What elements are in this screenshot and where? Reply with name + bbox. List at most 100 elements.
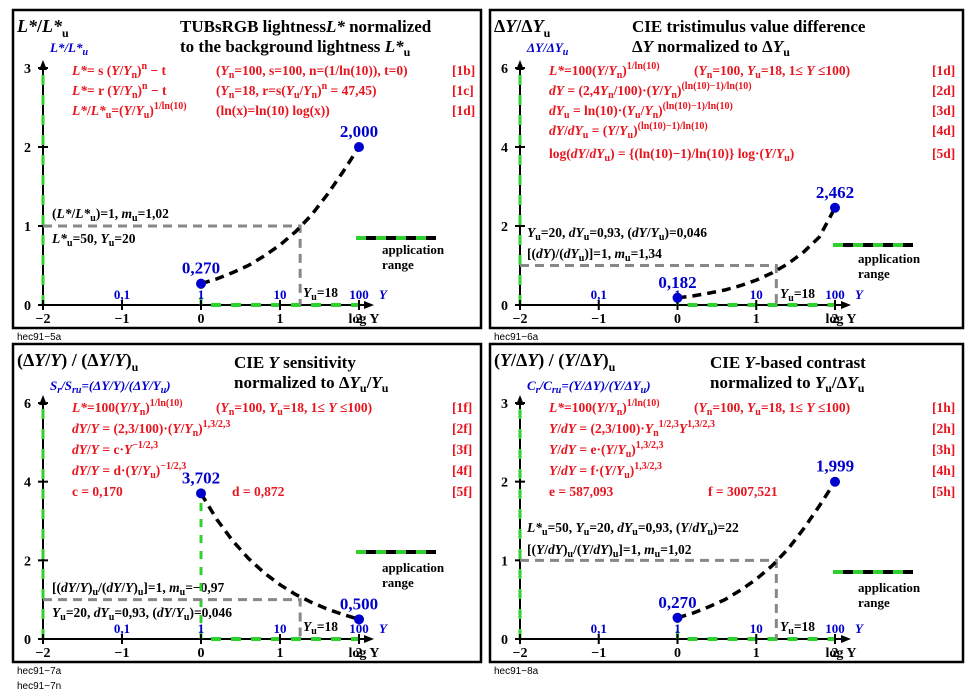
panel-3-point-0 [196,488,206,499]
panel-4-formula-2: Y/dY = (2,3/100)·Yn1/2,3Y1,3/2,3 [549,419,715,439]
panel-4-annotation-1: L*u=50, Yu=20, dYu=0,93, (Y/dYu)=22 [526,520,739,538]
panel-1-footer: hec91−5a [17,332,62,343]
panel-3-title-line-2: normalized to ΔYu/Yu [234,373,389,395]
panel-4-x-tick-label-0: −2 [513,646,528,661]
panel-4-reference-lines [520,558,778,639]
panel-3-y-tick-label-1: 2 [24,554,31,569]
panel-4-y-value-label-0: 0,1 [591,621,607,636]
panel-1-x-tick-label-0: −2 [36,312,51,327]
panel-2-point-0 [672,292,683,303]
panel-2-x-label: log Y [826,312,857,327]
panel-2-x-tick-label-4: 2 [832,312,839,327]
panel-4-y-value-label-3: 100 [825,621,845,636]
panel-3-formula-1-params: (Yn=100, Yu=18, 1≤ Y ≤100) [216,400,372,418]
panel-4-axis-title: Cr/Cru=(Y/ΔY)/(Y/ΔYu) [527,378,651,396]
panel-3-yu-label: Yu=18 [303,619,338,637]
panel-2-point-label-0: 0,182 [658,273,696,292]
panel-3-y-value-label-3: 100 [349,621,369,636]
panel-3-reference-lines [43,598,302,639]
panel-3-x-unit: Y [379,621,388,636]
panel-2-legend-line-1: application [858,251,921,266]
panel-1-x-label: log Y [349,312,380,327]
panel-4-y-tick-label-3: 3 [501,397,508,412]
panel-2-footer: hec91−6a [494,332,539,343]
panel-2-reference-lines [520,264,778,305]
panel-3-formula-4-ref: [4f] [452,463,472,478]
panel-3-corner-label: (ΔY/Y) / (ΔY/Y)u [17,350,139,374]
panel-2-x-tick-label-0: −2 [513,312,528,327]
panel-2-title-line-2: ΔY normalized to ΔYu [632,37,790,59]
panel-1: L*/L*u TUBsRGB lightnessL* normalized to… [11,8,483,343]
panel-2-x-tick-label-1: −1 [591,312,606,327]
panel-3-footer: hec91−7a [17,666,62,677]
panel-1-formula-3-ref: [1d] [452,103,475,118]
panel-1-formula-2: L*= r (Y/Yn)n − t [71,81,167,101]
panel-2-annotation-2: [(dY)/(dYu)]=1, mu=1,34 [527,246,662,264]
panel-1-corner-label: L*/L*u [16,16,69,40]
panel-2-axis-title: ΔY/ΔYu [526,40,569,58]
panel-2-legend-line-2: range [858,266,890,281]
panel-3-point-label-0: 3,702 [182,468,220,487]
panel-4-title-line-1: CIE Y-based contrast [710,353,866,372]
panel-2-corner-label: ΔY/ΔYu [494,16,551,40]
panel-3-formula-4: dY/Y = d·(Y/Yu)−1/2,3 [72,461,186,481]
panel-4-y-tick-label-1: 1 [501,554,508,569]
panel-1-frame [11,8,483,330]
panel-3-x-tick-label-1: −1 [115,646,130,661]
panel-4-y-value-label-1: 1 [674,621,681,636]
panel-2-x-arrow [841,301,851,309]
panel-2-y-tick-label-1: 2 [501,220,508,235]
panel-4-title-line-2: normalized to Yu/ΔYu [710,373,865,395]
panel-1-y-value-label-0: 0,1 [114,287,130,302]
panel-2-y-tick-label-3: 6 [501,62,508,77]
panel-4-formula-1-ref: [1h] [932,400,955,415]
panel-3-x-tick-label-3: 1 [277,646,284,661]
panel-4-x-tick-label-3: 1 [753,646,760,661]
panel-4-annotation-2: [(Y/dY)u/(Y/dY)u]=1, mu=1,02 [527,542,692,560]
panel-1-annotation-1: (L*/L*u)=1, mu=1,02 [52,206,169,224]
panel-4-curve [676,480,837,620]
panel-3-formula-3-ref: [3f] [452,442,472,457]
panel-1-yu-label: Yu=18 [303,285,338,303]
panel-1-x-tick-label-3: 1 [277,312,284,327]
panel-1-x-tick-label-2: 0 [198,312,205,327]
panel-1-y-tick-label-0: 0 [24,299,31,314]
panel-4-footer: hec91−8a [494,666,539,677]
panel-2-y-tick-label-2: 4 [501,141,508,156]
panel-1-y-tick-label-2: 2 [24,141,31,156]
panel-4-corner-label: (Y/ΔY) / (Y/ΔY)u [494,350,616,374]
panel-4: (Y/ΔY) / (Y/ΔY)u CIE Y-based contrast no… [488,342,965,677]
panel-2-formula-5: log(dY/dYu) = {(ln(10)−1)/ln(10)} log·(Y… [549,146,794,164]
panel-1-formula-1-ref: [1b] [452,63,475,78]
panel-3-x-tick-label-4: 2 [356,646,363,661]
panel-3-formula-1-ref: [1f] [452,400,472,415]
panel-4-formula-1: L*=100(Y/Yn)1/ln(10) [548,398,660,418]
panel-2-y-value-label-2: 10 [750,287,763,302]
panel-4-frame [488,342,965,664]
panel-4-x-tick-label-4: 2 [832,646,839,661]
panel-3-formula-2: dY/Y = (2,3/100)·(Y/Yn)1,3/2,3 [72,419,230,439]
panel-1-formula-3-params: (ln(x)=ln(10) log(x)) [216,103,330,118]
panel-3: (ΔY/Y) / (ΔY/Y)u CIE Y sensitivity norma… [11,342,483,677]
panel-4-x-unit: Y [855,621,864,636]
panel-3-frame [11,342,483,664]
panel-3-annotation-1: [(dY/Y)u/(dY/Y)u]=1, mu=−0,97 [52,580,224,598]
panel-4-x-arrow [841,635,851,643]
panel-1-formula-3: L*/L*u=(Y/Yu)1/ln(10) [71,101,187,121]
panel-2-y-value-label-0: 0,1 [591,287,607,302]
panel-1-title-line-2: to the background lightness L*u [180,37,411,59]
panel-2-point-label-1: 2,462 [816,183,854,202]
panel-3-point-1 [354,614,364,625]
panel-4-formula-4: Y/dY = f·(Y/Yu)1,3/2,3 [549,461,662,481]
panel-2-y-tick-label-0: 0 [501,299,508,314]
panel-2-x-tick-label-3: 1 [753,312,760,327]
panel-1-y-tick-label-3: 3 [24,62,31,77]
panel-3-point-label-1: 0,500 [340,594,378,613]
panel-1-x-arrow [364,301,374,309]
panel-4-formula-2-ref: [2h] [932,421,955,436]
panel-1-formula-2-params: (Yn=18, r=s(Yu/Yn)n = 47,45) [216,81,376,101]
panel-2-annotation-1: Yu=20, dYu=0,93, (dY/Yu)=0,046 [527,225,707,243]
